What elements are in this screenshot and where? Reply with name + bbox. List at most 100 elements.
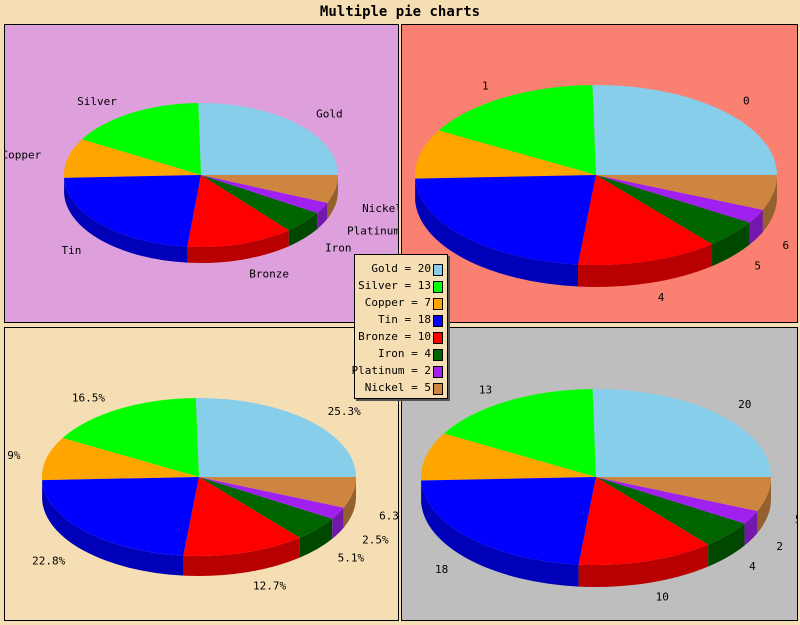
pie-slice-tin bbox=[415, 175, 596, 265]
pie-chart-bottom-left: 25.3% 16.5% 8.9% 22.8% 12.7% 5.1% 2.5% 6.3% bbox=[5, 392, 399, 593]
pie-slice-platinum bbox=[596, 175, 763, 223]
pie-slice-side-tin bbox=[42, 480, 184, 576]
pie-label-platinum: 2.5% bbox=[362, 533, 389, 546]
pie-label-tin: 22.8% bbox=[32, 554, 65, 567]
pie-label-gold: Gold bbox=[316, 107, 343, 120]
pie-label-gold: 20 bbox=[738, 398, 751, 411]
pie-label-iron: 5 bbox=[754, 260, 761, 273]
legend-label: Gold = 20 bbox=[371, 262, 431, 275]
pie-slice-copper bbox=[421, 433, 596, 481]
pie-slice-side-iron bbox=[708, 523, 745, 567]
pie-slice-side-bronze bbox=[578, 544, 709, 587]
pie-slice-side-iron bbox=[299, 518, 333, 558]
pie-slice-nickel bbox=[199, 477, 356, 508]
pie-slice-platinum bbox=[596, 477, 758, 524]
pie-slice-side-tin bbox=[421, 480, 579, 587]
pie-slice-silver bbox=[443, 389, 596, 477]
pie-label-gold: 25.3% bbox=[328, 405, 361, 418]
pie-slice-copper bbox=[415, 130, 596, 179]
pie-slice-side-nickel bbox=[343, 477, 356, 528]
pie-slice-bronze bbox=[187, 175, 289, 247]
pie-label-platinum: Platinum bbox=[347, 225, 399, 238]
legend-item-bronze: Bronze = 10 bbox=[355, 329, 447, 345]
pie-slice-nickel bbox=[201, 175, 338, 203]
pie-label-silver: 16.5% bbox=[72, 392, 105, 405]
pie-slice-gold bbox=[592, 389, 771, 477]
legend-swatch-nickel bbox=[433, 383, 443, 395]
pie-slice-tin bbox=[42, 477, 199, 556]
pie-label-bronze: Bronze bbox=[249, 268, 289, 281]
pie-slice-platinum bbox=[201, 175, 328, 214]
legend-swatch-copper bbox=[433, 298, 443, 310]
pie-chart-top-left: Gold Silver Copper Tin Bronze Iron Platinum Nic… bbox=[5, 95, 399, 281]
legend-label: Bronze = 10 bbox=[358, 330, 431, 343]
pie-panel-top-left: Gold Silver Copper Tin Bronze Iron Platinum Nic… bbox=[4, 24, 399, 323]
pie-label-gold: 0 bbox=[743, 94, 750, 107]
pie-label-nickel: Nickel bbox=[362, 202, 399, 215]
legend-swatch-platinum bbox=[433, 366, 443, 378]
pie-slice-side-nickel bbox=[327, 175, 338, 219]
pie-chart-bottom-right: 201371810425 bbox=[421, 383, 798, 604]
pie-slice-gold bbox=[592, 85, 777, 175]
legend-label: Tin = 18 bbox=[378, 313, 431, 326]
pie-slice-gold bbox=[198, 103, 338, 175]
pie-slice-nickel bbox=[596, 477, 771, 512]
pie-slice-side-tin bbox=[415, 178, 579, 287]
legend-label: Iron = 4 bbox=[378, 347, 431, 360]
pie-label-silver: 1 bbox=[482, 79, 489, 92]
pie-label-iron: Iron bbox=[325, 242, 352, 255]
pie-slice-side-iron bbox=[712, 222, 750, 267]
pie-label-silver: Silver bbox=[77, 95, 117, 108]
pie-slice-side-platinum bbox=[332, 507, 344, 539]
pie-slice-bronze bbox=[578, 477, 709, 565]
legend-swatch-iron bbox=[433, 349, 443, 361]
pie-slice-side-platinum bbox=[317, 202, 328, 230]
pie-slice-side-nickel bbox=[757, 477, 771, 534]
legend-item-nickel: Nickel = 5 bbox=[355, 380, 447, 396]
pie-slice-iron bbox=[596, 175, 750, 245]
legend-label: Nickel = 5 bbox=[364, 381, 431, 394]
pie-slice-bronze bbox=[578, 175, 713, 265]
legend-swatch-gold bbox=[433, 264, 443, 276]
pie-slice-side-bronze bbox=[183, 537, 300, 576]
pie-slice-platinum bbox=[199, 477, 344, 519]
legend-label: Platinum = 2 bbox=[351, 364, 431, 377]
legend-label: Silver = 13 bbox=[358, 279, 431, 292]
legend-item-tin: Tin = 18 bbox=[355, 312, 447, 328]
pie-slice-silver bbox=[438, 85, 596, 175]
pie-label-copper: Copper bbox=[5, 149, 42, 162]
legend-label: Copper = 7 bbox=[364, 296, 431, 309]
legend: Gold = 20 Silver = 13 Copper = 7 Tin = 1… bbox=[351, 254, 448, 399]
pie-slice-side-nickel bbox=[762, 175, 777, 232]
legend-item-iron: Iron = 4 bbox=[355, 346, 447, 362]
pie-slice-side-platinum bbox=[749, 209, 763, 245]
pie-chart-top-right: 01234567 bbox=[415, 79, 790, 304]
legend-item-gold: Gold = 20 bbox=[355, 261, 447, 277]
legend-swatch-bronze bbox=[433, 332, 443, 344]
pie-slice-side-bronze bbox=[187, 230, 289, 263]
pie-label-copper: 8.9% bbox=[5, 449, 21, 462]
pie-slice-side-tin bbox=[64, 177, 188, 263]
pie-label-nickel: 5 bbox=[795, 513, 798, 526]
legend-swatch-silver bbox=[433, 281, 443, 293]
pie-label-tin: Tin bbox=[61, 244, 81, 257]
legend-item-silver: Silver = 13 bbox=[355, 278, 447, 294]
pie-label-iron: 4 bbox=[749, 560, 756, 573]
pie-label-bronze: 4 bbox=[658, 291, 665, 304]
pie-panel-top-right: 01234567 bbox=[401, 24, 798, 323]
legend-item-copper: Copper = 7 bbox=[355, 295, 447, 311]
pie-label-bronze: 12.7% bbox=[253, 579, 286, 592]
pie-slice-tin bbox=[64, 175, 201, 247]
pie-label-platinum: 6 bbox=[783, 239, 790, 252]
pie-slice-bronze bbox=[183, 477, 300, 556]
pie-label-silver: 13 bbox=[479, 383, 492, 396]
legend-item-platinum: Platinum = 2 bbox=[351, 363, 447, 379]
pie-slice-copper bbox=[42, 437, 199, 481]
pie-panel-bottom-left: 25.3% 16.5% 8.9% 22.8% 12.7% 5.1% 2.5% 6.3% bbox=[4, 327, 399, 621]
pie-slice-iron bbox=[201, 175, 318, 231]
pie-label-platinum: 2 bbox=[776, 540, 783, 553]
pie-slice-nickel bbox=[596, 175, 777, 210]
pie-label-nickel: 6.3% bbox=[379, 509, 399, 522]
pie-label-bronze: 10 bbox=[656, 591, 669, 604]
chart-title: Multiple pie charts bbox=[319, 4, 481, 20]
